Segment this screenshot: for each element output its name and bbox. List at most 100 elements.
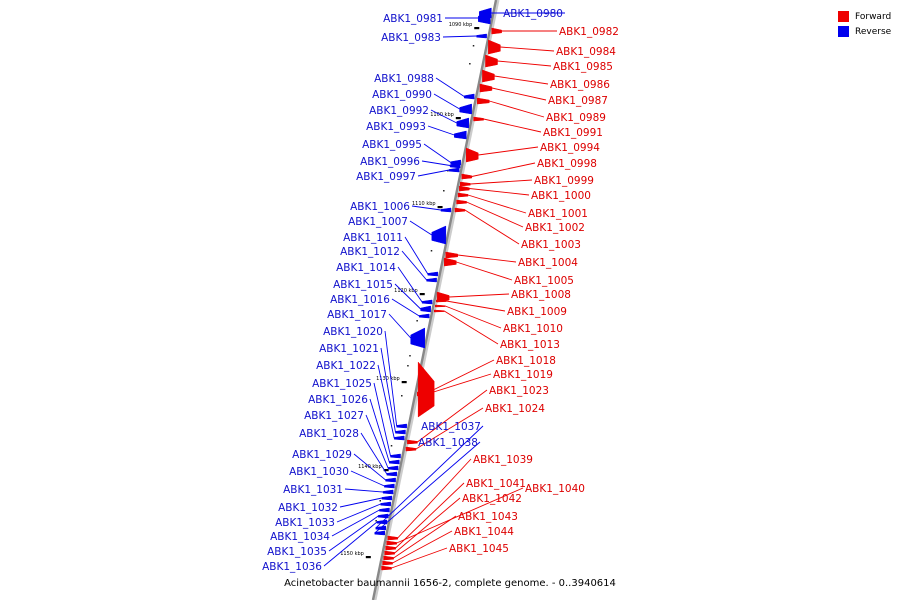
gene-feature[interactable] (479, 83, 493, 93)
gene-abk1_1034[interactable]: ABK1_1034 (270, 507, 390, 543)
gene-abk1_1020[interactable]: ABK1_1020 (323, 326, 407, 429)
gene-abk1_1022[interactable]: ABK1_1022 (316, 360, 405, 441)
gene-feature[interactable] (460, 181, 471, 187)
gene-feature[interactable] (488, 39, 501, 55)
gene-abk1_1010[interactable]: ABK1_1010 (435, 304, 563, 335)
gene-feature[interactable] (386, 540, 397, 546)
gene-feature[interactable] (459, 185, 470, 192)
gene-feature[interactable] (407, 439, 418, 445)
gene-feature[interactable] (385, 545, 396, 551)
gene-abk1_1043[interactable]: ABK1_1043 (383, 511, 518, 561)
gene-abk1_1029[interactable]: ABK1_1029 (292, 449, 396, 483)
gene-feature[interactable] (473, 116, 484, 122)
gene-feature[interactable] (444, 257, 457, 267)
gene-abk1_1009[interactable]: ABK1_1009 (436, 299, 567, 318)
gene-abk1_0993[interactable]: ABK1_0993 (366, 121, 467, 140)
gene-abk1_0990[interactable]: ABK1_0990 (372, 89, 472, 115)
gene-feature[interactable] (433, 309, 445, 313)
gene-feature[interactable] (420, 305, 431, 313)
gene-feature[interactable] (387, 465, 399, 471)
gene-abk1_1039[interactable]: ABK1_1039 (387, 454, 533, 541)
gene-feature[interactable] (383, 555, 394, 561)
gene-feature[interactable] (465, 147, 479, 163)
gene-feature[interactable] (382, 560, 393, 566)
gene-abk1_1006[interactable]: ABK1_1006 (350, 201, 452, 213)
gene-abk1_1042[interactable]: ABK1_1042 (384, 493, 522, 556)
gene-abk1_1017[interactable]: ABK1_1017 (327, 309, 425, 349)
gene-abk1_1019[interactable]: ABK1_1019 (416, 369, 553, 397)
gene-feature[interactable] (456, 199, 467, 205)
gene-abk1_1033[interactable]: ABK1_1033 (275, 501, 391, 529)
gene-feature[interactable] (478, 11, 491, 25)
gene-abk1_1007[interactable]: ABK1_1007 (348, 216, 447, 245)
gene-abk1_1004[interactable]: ABK1_1004 (445, 251, 579, 269)
gene-feature[interactable] (393, 435, 405, 441)
gene-abk1_1036[interactable]: ABK1_1036 (262, 519, 388, 573)
gene-abk1_0982[interactable]: ABK1_0982 (491, 26, 619, 38)
gene-feature[interactable] (436, 299, 447, 303)
gene-abk1_0995[interactable]: ABK1_0995 (362, 139, 461, 166)
gene-abk1_1023[interactable]: ABK1_1023 (407, 385, 549, 445)
gene-feature[interactable] (386, 471, 398, 477)
gene-abk1_0992[interactable]: ABK1_0992 (369, 105, 470, 129)
gene-abk1_1012[interactable]: ABK1_1012 (340, 246, 437, 283)
gene-abk1_0998[interactable]: ABK1_0998 (461, 158, 597, 180)
gene-abk1_1001[interactable]: ABK1_1001 (457, 192, 588, 220)
gene-abk1_0994[interactable]: ABK1_0994 (465, 142, 600, 163)
gene-feature[interactable] (457, 192, 469, 198)
gene-feature[interactable] (440, 207, 452, 213)
gene-feature[interactable] (427, 271, 439, 277)
gene-abk1_0997[interactable]: ABK1_0997 (356, 167, 460, 183)
gene-abk1_0989[interactable]: ABK1_0989 (477, 97, 606, 124)
gene-abk1_1011[interactable]: ABK1_1011 (343, 232, 439, 277)
gene-abk1_1000[interactable]: ABK1_1000 (459, 185, 591, 202)
gene-feature[interactable] (380, 501, 391, 507)
gene-feature[interactable] (454, 130, 467, 140)
gene-feature[interactable] (485, 54, 498, 68)
gene-feature[interactable] (454, 207, 466, 213)
gene-feature[interactable] (491, 27, 502, 35)
gene-abk1_1028[interactable]: ABK1_1028 (299, 428, 398, 477)
gene-abk1_1021[interactable]: ABK1_1021 (319, 343, 406, 435)
gene-feature[interactable] (418, 313, 430, 319)
gene-feature[interactable] (459, 103, 472, 115)
gene-feature[interactable] (387, 535, 398, 541)
gene-abk1_0991[interactable]: ABK1_0991 (473, 116, 603, 139)
gene-feature[interactable] (477, 97, 490, 105)
gene-feature[interactable] (482, 69, 495, 83)
gene-abk1_1045[interactable]: ABK1_1045 (381, 543, 509, 571)
gene-feature[interactable] (374, 530, 385, 536)
gene-feature[interactable] (445, 251, 458, 259)
gene-abk1_1031[interactable]: ABK1_1031 (283, 484, 394, 496)
gene-abk1_1038[interactable]: ABK1_1038 (374, 437, 481, 536)
gene-abk1_1014[interactable]: ABK1_1014 (336, 262, 433, 305)
gene-abk1_0981[interactable]: ABK1_0981 (383, 11, 491, 25)
gene-feature[interactable] (405, 446, 417, 452)
gene-feature[interactable] (379, 507, 390, 513)
gene-feature[interactable] (395, 429, 406, 435)
gene-abk1_0996[interactable]: ABK1_0996 (360, 156, 461, 169)
gene-abk1_1002[interactable]: ABK1_1002 (456, 199, 585, 234)
gene-feature[interactable] (449, 162, 461, 169)
gene-abk1_1013[interactable]: ABK1_1013 (433, 309, 560, 351)
gene-feature[interactable] (390, 453, 401, 459)
gene-abk1_1015[interactable]: ABK1_1015 (333, 279, 431, 313)
gene-abk1_1008[interactable]: ABK1_1008 (436, 289, 571, 303)
gene-feature[interactable] (436, 291, 450, 303)
gene-feature[interactable] (421, 299, 433, 305)
gene-feature[interactable] (431, 225, 447, 245)
gene-abk1_0988[interactable]: ABK1_0988 (374, 73, 475, 100)
gene-abk1_1032[interactable]: ABK1_1032 (278, 495, 393, 514)
gene-abk1_0987[interactable]: ABK1_0987 (479, 83, 608, 107)
gene-abk1_0984[interactable]: ABK1_0984 (488, 39, 616, 58)
gene-feature[interactable] (417, 361, 435, 418)
gene-abk1_1018[interactable]: ABK1_1018 (417, 355, 556, 418)
gene-feature[interactable] (410, 327, 425, 349)
gene-feature[interactable] (426, 277, 437, 283)
gene-feature[interactable] (382, 489, 394, 495)
gene-feature[interactable] (461, 173, 473, 180)
gene-feature[interactable] (435, 304, 446, 308)
gene-feature[interactable] (476, 33, 487, 39)
gene-feature[interactable] (381, 565, 392, 571)
gene-abk1_1041[interactable]: ABK1_1041 (385, 478, 526, 551)
